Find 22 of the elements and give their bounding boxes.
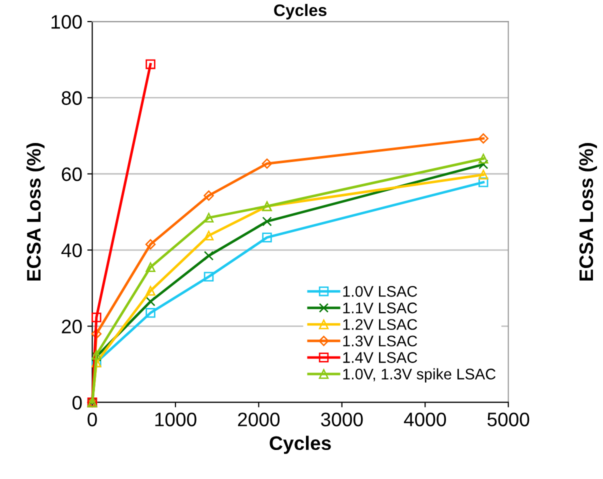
- x-axis-title: Cycles: [270, 436, 331, 454]
- y2-axis-title: ECSA Loss (%): [578, 143, 597, 281]
- x-tick-label: 5000: [487, 412, 530, 426]
- x-tick-label: 1000: [155, 412, 196, 426]
- x-tick-label: 2000: [238, 412, 280, 426]
- x-tick-label: 0: [88, 412, 97, 426]
- legend-label: 1.4V LSAC: [343, 352, 418, 363]
- x-tick-label: 3000: [321, 412, 363, 426]
- legend-label: 1.0V LSAC: [343, 286, 418, 297]
- y-tick-label: 0: [72, 396, 82, 410]
- y-tick-label: 100: [52, 15, 82, 29]
- legend-label: 1.0V, 1.3V spike LSAC: [343, 368, 496, 383]
- y-tick-label: 20: [62, 320, 82, 334]
- chart-title: Cycles: [274, 4, 326, 20]
- legend-label: 1.3V LSAC: [343, 336, 418, 346]
- legend-label: 1.1V LSAC: [343, 302, 418, 314]
- y-tick-label: 40: [61, 244, 82, 258]
- x-tick-label: 4000: [404, 412, 446, 426]
- legend-label: 1.2V LSAC: [343, 319, 418, 330]
- y-tick-label: 80: [62, 91, 82, 105]
- y-axis-title: ECSA Loss (%): [26, 143, 45, 281]
- y-tick-label: 60: [62, 167, 82, 182]
